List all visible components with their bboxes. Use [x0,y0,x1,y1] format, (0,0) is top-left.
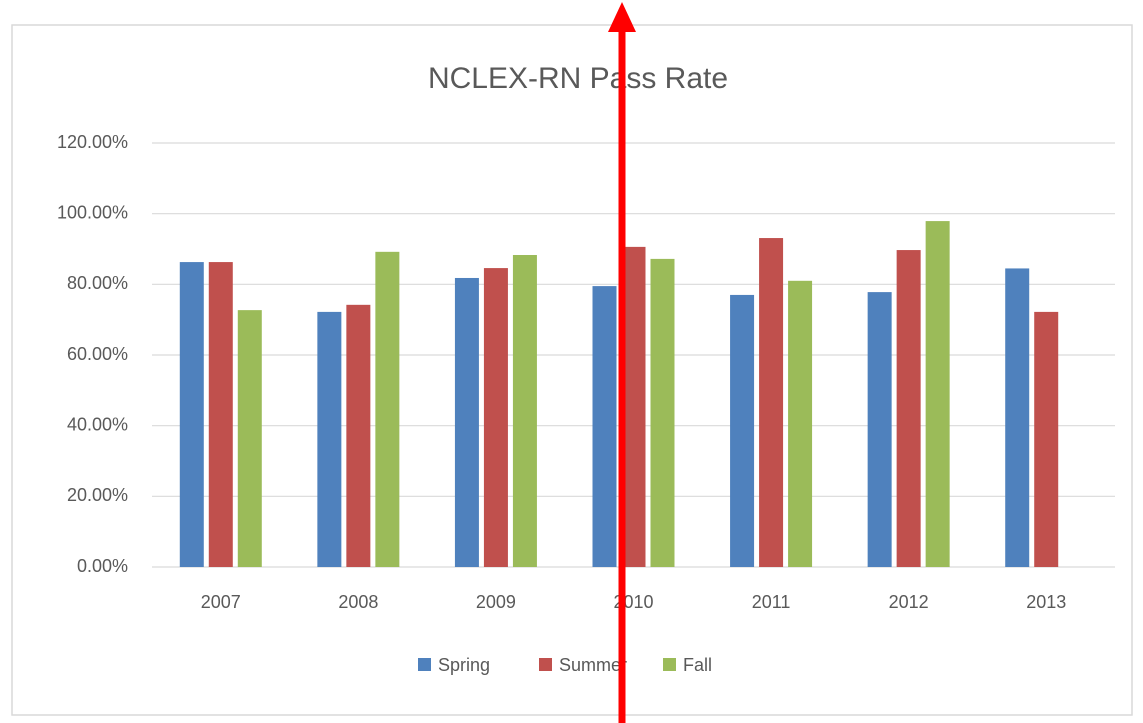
legend-swatch [418,658,431,671]
y-tick-label: 120.00% [57,132,128,152]
bar [592,286,617,567]
bar [208,262,233,567]
bar [650,258,675,567]
y-tick-label: 100.00% [57,202,128,222]
bar [346,304,371,567]
y-tick-label: 40.00% [67,414,128,434]
legend-label: Spring [438,655,490,675]
bar [1005,268,1030,567]
legend-swatch [663,658,676,671]
bar [896,250,921,567]
bar [867,292,892,567]
bar [512,255,537,568]
legend-label: Summer [559,655,627,675]
y-tick-label: 60.00% [67,344,128,364]
chart-title: NCLEX-RN Pass Rate [428,62,728,95]
plot-area: 0.00% 20.00% 40.00% 60.00% 80.00% 100.00% 120.… [57,132,1115,675]
x-tick-label: 2011 [752,592,791,612]
x-tick-label: 2007 [201,592,241,612]
bar [730,294,755,567]
x-tick-label: 2012 [889,592,929,612]
y-tick-label: 0.00% [77,556,128,576]
bar [375,251,400,567]
y-tick-label: 20.00% [67,485,128,505]
bar [179,262,204,567]
x-tick-label: 2009 [476,592,516,612]
bar [483,268,508,567]
legend-label: Fall [683,655,712,675]
bar [1034,311,1059,567]
bar [788,280,813,567]
bar [925,221,950,567]
bar [454,277,479,567]
legend-swatch [539,658,552,671]
bar [237,310,262,567]
x-tick-label: 2008 [338,592,378,612]
arrow-head [608,2,636,32]
x-tick-label: 2013 [1026,592,1066,612]
bar [317,311,342,567]
annotation-arrow [608,2,636,723]
y-tick-label: 80.00% [67,273,128,293]
bar [759,238,784,567]
